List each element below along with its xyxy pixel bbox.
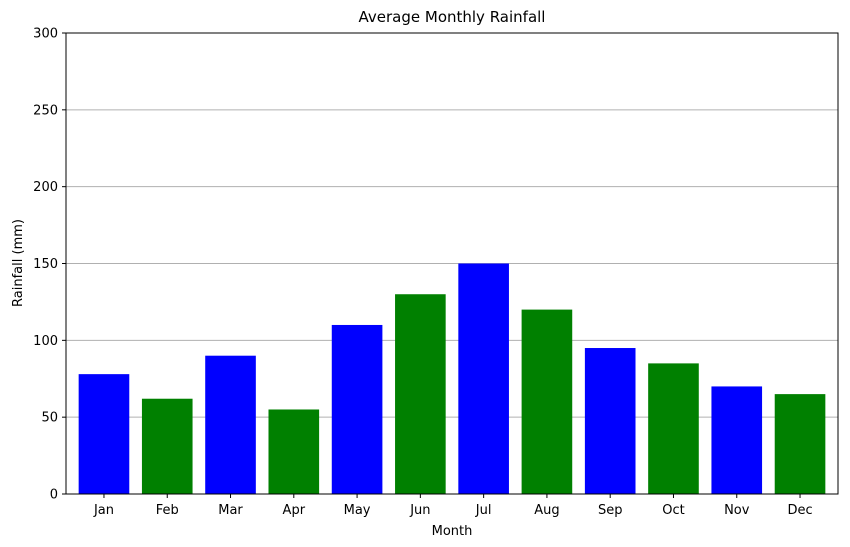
bars — [78, 263, 826, 494]
x-tick-label: Dec — [787, 503, 812, 518]
x-tick-label: Nov — [724, 503, 750, 518]
x-axis-ticks: Jan Feb Mar Apr May Jun Jul Aug Sep Oct Nov Dec — [93, 494, 813, 518]
x-tick-label: Jul — [475, 503, 492, 518]
x-tick-label: May — [344, 503, 371, 518]
x-tick-label: Jan — [93, 503, 114, 518]
x-tick-label: Feb — [156, 503, 179, 518]
x-tick-label: Aug — [534, 503, 559, 518]
bar-mar — [205, 355, 256, 494]
bar-jan — [78, 374, 130, 494]
y-axis-label: Rainfall (mm) — [11, 219, 26, 307]
y-tick-label: 200 — [33, 180, 58, 195]
bar-jul — [458, 263, 509, 494]
bar-sep — [584, 348, 636, 494]
x-tick-label: Sep — [598, 503, 623, 518]
chart-title: Average Monthly Rainfall — [359, 8, 546, 26]
y-tick-label: 300 — [33, 27, 58, 42]
bar-aug — [521, 309, 573, 494]
x-tick-label: Jun — [409, 503, 430, 518]
y-tick-label: 250 — [33, 103, 58, 118]
bar-dec — [774, 394, 826, 494]
x-axis-label: Month — [432, 524, 473, 539]
bar-oct — [648, 363, 699, 494]
bar-feb — [141, 398, 193, 494]
bar-may — [331, 324, 383, 494]
bar-jun — [395, 294, 446, 494]
bar-nov — [711, 386, 763, 494]
y-tick-label: 150 — [33, 257, 58, 272]
x-tick-label: Mar — [218, 503, 243, 518]
y-axis-ticks: 0 50 100 150 200 250 300 — [33, 27, 66, 503]
y-tick-label: 0 — [50, 488, 58, 503]
x-tick-label: Apr — [283, 503, 306, 518]
y-tick-label: 50 — [41, 411, 58, 426]
x-tick-label: Oct — [662, 503, 684, 518]
y-tick-label: 100 — [33, 334, 58, 349]
bar-apr — [268, 409, 320, 494]
